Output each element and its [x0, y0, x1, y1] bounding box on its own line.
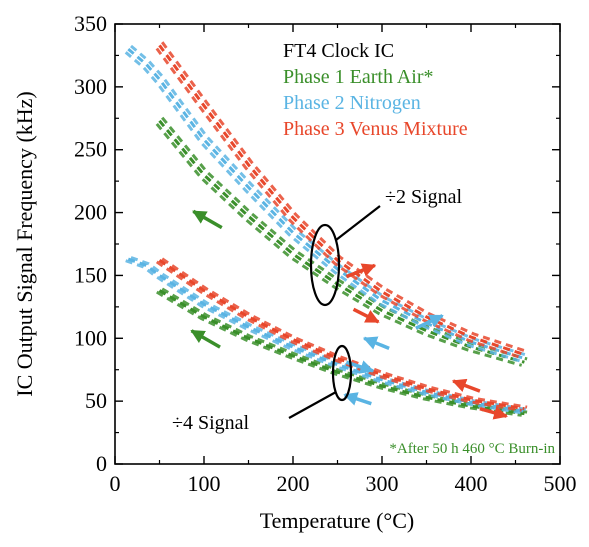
series-1-div2-curve	[155, 122, 523, 367]
legend: FT4 Clock IC Phase 1 Earth Air* Phase 2 …	[283, 40, 468, 140]
div4-annotation: ÷4 Signal	[172, 344, 353, 434]
y-tick-label: 100	[74, 325, 107, 350]
y-tick-label: 200	[74, 200, 107, 225]
div2-ellipse	[309, 223, 341, 307]
series-2-arrow-heating	[343, 392, 372, 406]
series-2-div2-curve	[130, 44, 528, 357]
series-layer	[124, 41, 528, 417]
y-axis-label: IC Output Signal Frequency (kHz)	[12, 91, 37, 397]
series-3-arrow-heating	[345, 263, 377, 279]
legend-title: FT4 Clock IC	[283, 40, 394, 62]
x-axis-label: Temperature (°C)	[260, 508, 414, 533]
y-tick-label: 50	[85, 388, 107, 413]
div4-leader-line	[288, 391, 337, 419]
y-tick-label: 150	[74, 262, 107, 287]
series-3-div4-curve	[158, 259, 525, 411]
x-tick-label: 100	[188, 471, 221, 496]
series-3-div2-curve	[160, 41, 528, 353]
series-2-arrow-heating	[362, 336, 390, 350]
series-3-arrow-heating	[479, 406, 508, 420]
series-2-div2-curve	[127, 47, 525, 360]
series-2-div2-curve	[124, 51, 523, 363]
series-2-div4-curve	[130, 256, 528, 412]
series-1-arrow-cooling	[192, 209, 223, 230]
div4-label: ÷4 Signal	[172, 412, 250, 434]
footnote: *After 50 h 460 °C Burn-in	[389, 441, 555, 457]
series-3-arrow-heating	[352, 307, 380, 324]
div2-leader-line	[335, 205, 381, 241]
y-tick-label: 300	[74, 74, 107, 99]
series-3-arrow-cooling	[451, 378, 481, 393]
x-tick-label: 400	[455, 471, 488, 496]
y-tick-label: 0	[96, 451, 107, 476]
arrow-layer	[190, 209, 508, 420]
div4-ellipse	[331, 344, 353, 402]
div2-label: ÷2 Signal	[385, 186, 463, 208]
div2-annotation: ÷2 Signal	[309, 186, 463, 307]
series-3-div4-curve	[161, 257, 528, 409]
x-tick-label: 300	[366, 471, 399, 496]
series-2-div4-curve	[125, 259, 522, 415]
x-tick-label: 200	[277, 471, 310, 496]
series-3-div4-curve	[155, 260, 522, 412]
y-tick-label: 350	[74, 11, 107, 36]
y-tick-label: 250	[74, 137, 107, 162]
series-3-div2-curve	[158, 44, 525, 357]
legend-entry-phase-1: Phase 1 Earth Air*	[283, 66, 434, 88]
series-1-div4-curve	[156, 290, 522, 417]
series-1-arrow-cooling	[190, 329, 221, 349]
series-2-arrow-cooling	[415, 314, 444, 330]
legend-entry-phase-2: Phase 2 Nitrogen	[283, 92, 421, 114]
x-tick-label: 0	[110, 471, 121, 496]
x-tick-label: 500	[544, 471, 577, 496]
tick-layer: 0 100 200 300 400 500 0 50 100 150 200 250 300 350	[74, 11, 577, 496]
series-1-div4-curve	[158, 289, 525, 416]
series-1-div4-curve	[161, 287, 528, 414]
series-2-div4-curve	[127, 257, 525, 413]
legend-entry-phase-3: Phase 3 Venus Mixture	[283, 118, 468, 140]
series-3-div2-curve	[155, 47, 523, 360]
